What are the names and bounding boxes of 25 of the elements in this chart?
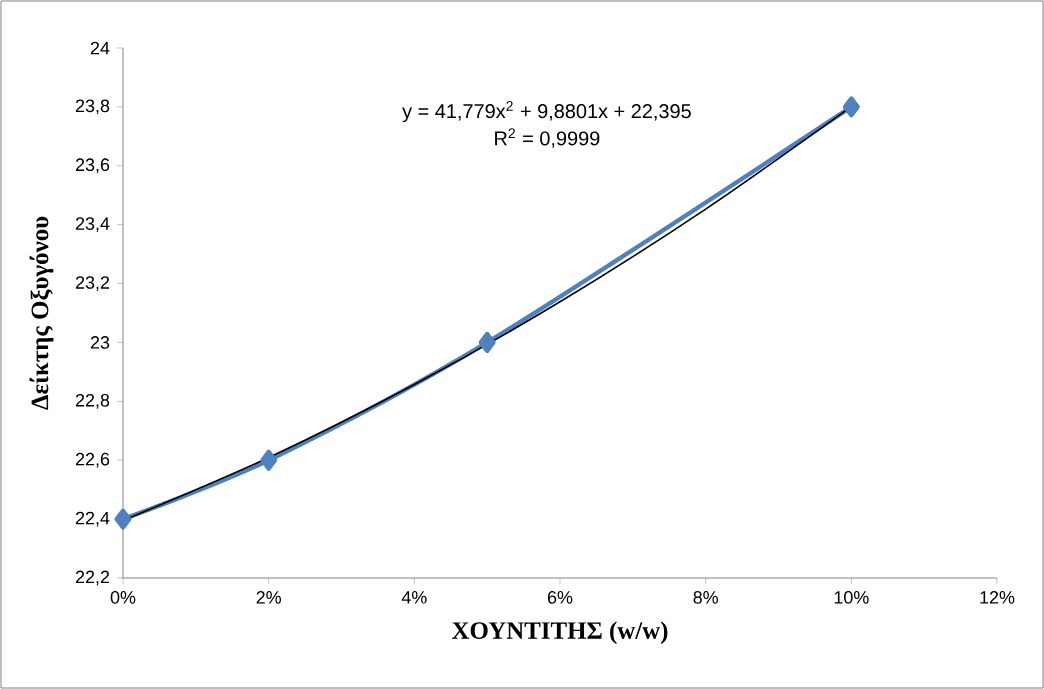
- annotation: y = 41,779x$^{2}$ + 9,8801x + 22,395: [402, 101, 691, 123]
- y-tick-label: 22,8: [75, 393, 110, 409]
- annotation: R$^{2}$ = 0,9999: [495, 128, 600, 148]
- y-tick-label: 23,8: [75, 99, 110, 115]
- x-tick-label: 12%: [980, 591, 1015, 604]
- x-tick-label: 0%: [110, 591, 136, 604]
- x-tick-label: 6%: [547, 591, 573, 604]
- point: [260, 449, 278, 471]
- x-tick-label: 10%: [834, 591, 869, 604]
- y-tick-label: 23,4: [75, 217, 110, 233]
- y-tick-label: 24: [90, 41, 110, 55]
- y-axis-title: Δείκτης Οξυγόνου: [29, 216, 54, 410]
- y-tick-label: 22,2: [75, 570, 110, 586]
- y-tick-label: 22,6: [75, 452, 110, 468]
- y-tick-label: 23,6: [75, 158, 110, 174]
- x-tick-label: 4%: [401, 591, 427, 604]
- point: [114, 508, 132, 530]
- point: [842, 96, 860, 118]
- y-tick-label: 23,2: [75, 276, 110, 291]
- x-tick-label: 2%: [256, 591, 281, 604]
- x-axis-title: ΧΟΥΝΤΙΤΗΣ (w/w): [451, 621, 668, 645]
- x-tick-label: 8%: [693, 591, 718, 604]
- y-tick-label: 23: [90, 336, 110, 349]
- y-tick-label: 22,4: [75, 511, 110, 527]
- point: [478, 331, 496, 354]
